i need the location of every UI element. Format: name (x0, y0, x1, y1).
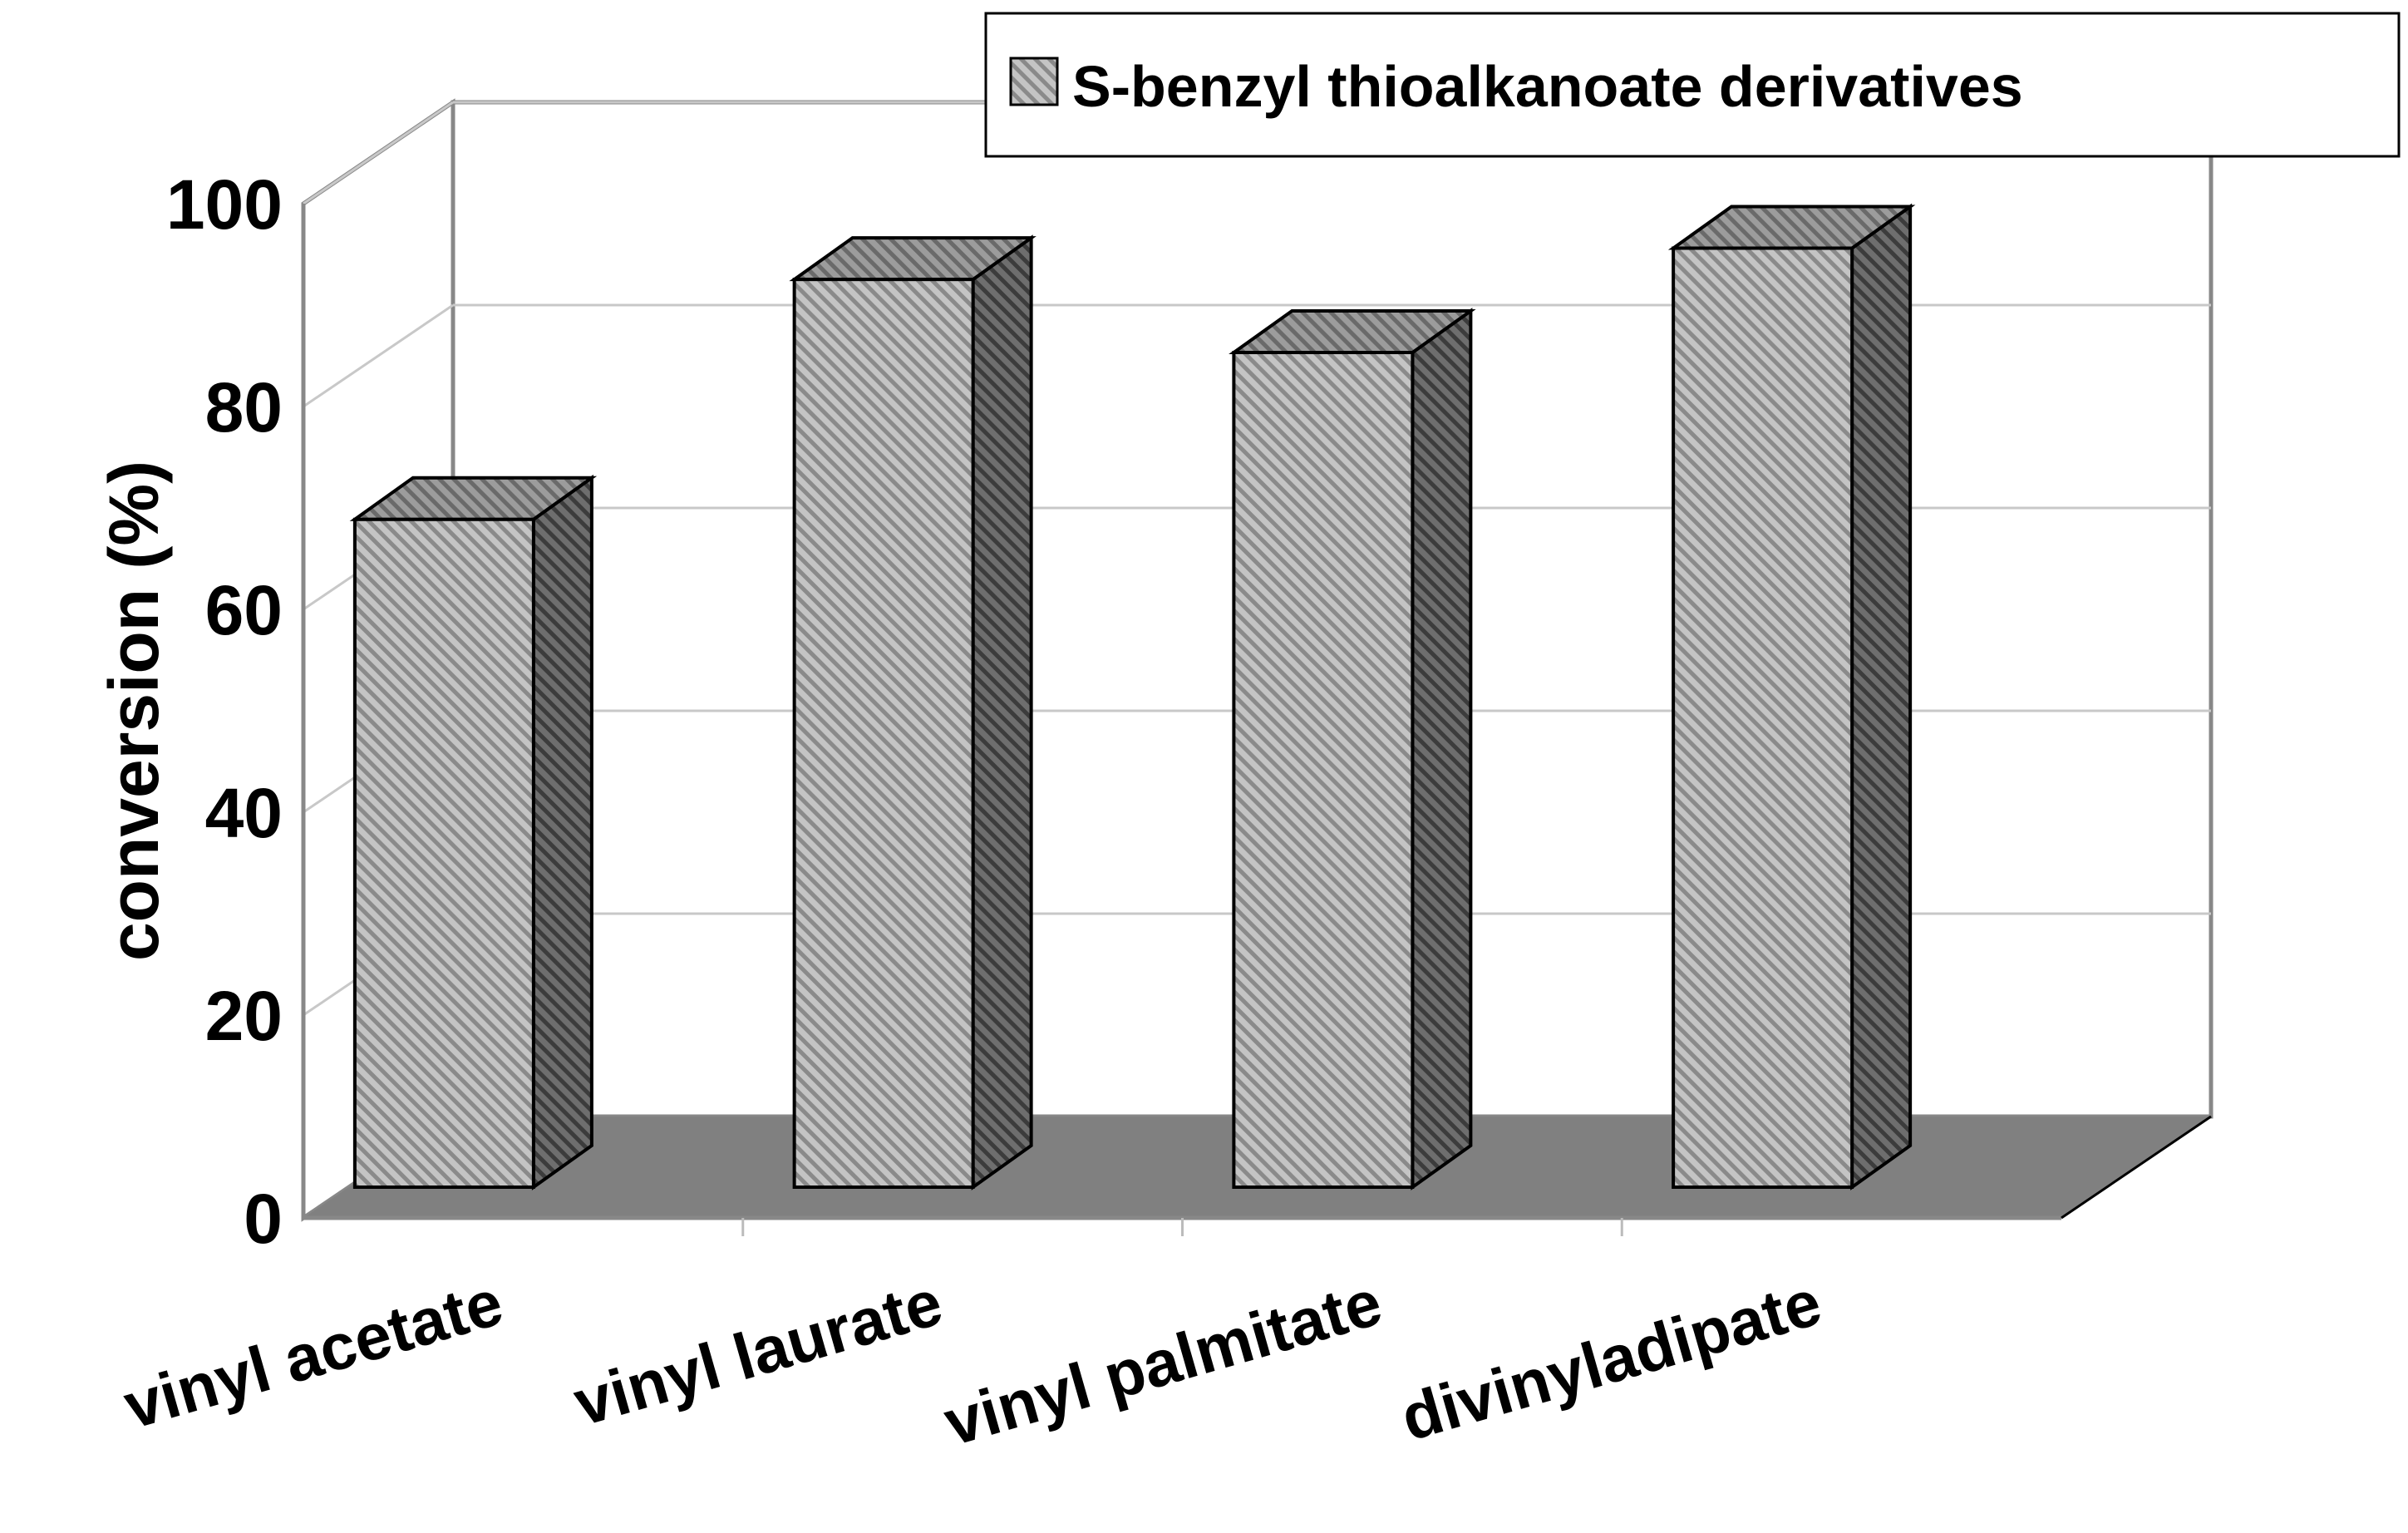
gridline-side (303, 101, 454, 205)
y-tick-label: 0 (244, 1180, 283, 1258)
legend-swatch (1009, 57, 1059, 106)
bar-front (1232, 351, 1415, 1189)
bar-side (1411, 308, 1473, 1190)
bar-side (971, 234, 1033, 1190)
floor-edge (2061, 1115, 2212, 1220)
y-axis-label: conversion (%) (95, 461, 173, 961)
bar (1667, 203, 1916, 1190)
gridline-side (303, 303, 454, 408)
bar-front (1672, 246, 1854, 1189)
y-tick-label: 40 (205, 774, 283, 852)
y-tick-label: 20 (205, 977, 283, 1055)
y-tick-label: 60 (205, 571, 283, 649)
x-category-label: vinyl laurate (566, 1265, 950, 1440)
legend: S-benzyl thioalkanoate derivatives (984, 12, 2401, 158)
x-category-label: vinyl acetate (116, 1265, 510, 1443)
bar (1229, 308, 1476, 1190)
bar (789, 234, 1037, 1190)
bar-front (352, 517, 535, 1189)
y-axis-ticks: 0 20 40 60 80 100 (166, 165, 283, 1258)
bar (349, 474, 598, 1190)
x-category-label: vinyl palmitate (936, 1265, 1389, 1460)
y-tick-label: 100 (166, 165, 283, 244)
bar-side (1850, 203, 1913, 1190)
y-tick-label: 80 (205, 368, 283, 446)
legend-entry: S-benzyl thioalkanoate derivatives (1072, 54, 2023, 119)
x-category-label: divinyladipate (1393, 1265, 1829, 1455)
legend-box (984, 12, 2401, 158)
bar-side (531, 474, 593, 1190)
bars (349, 203, 1916, 1190)
axes (301, 204, 2212, 1236)
bar-front (792, 278, 975, 1189)
